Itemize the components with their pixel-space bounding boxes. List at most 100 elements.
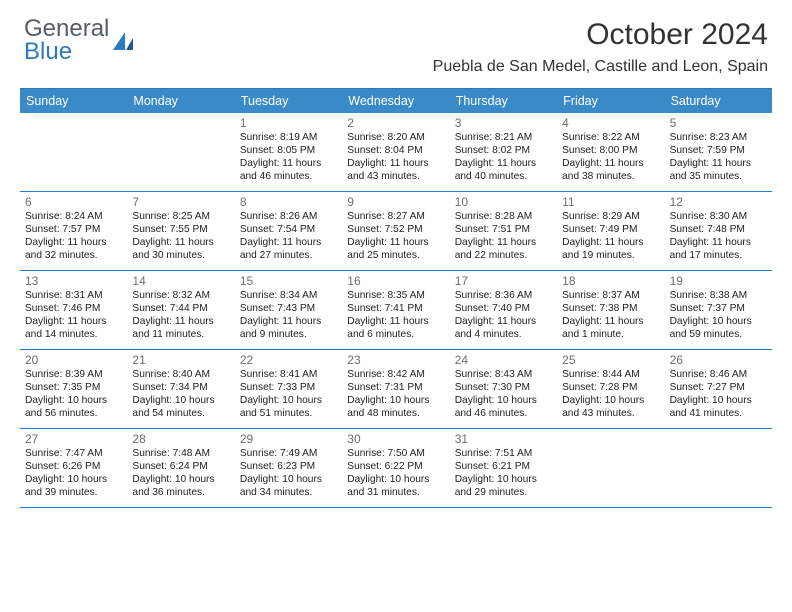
- day-number: 8: [240, 195, 337, 209]
- calendar-cell: 17Sunrise: 8:36 AMSunset: 7:40 PMDayligh…: [450, 271, 557, 349]
- sunrise-line: Sunrise: 8:38 AM: [670, 289, 767, 302]
- calendar-cell: 3Sunrise: 8:21 AMSunset: 8:02 PMDaylight…: [450, 113, 557, 191]
- daylight-line: Daylight: 11 hours and 14 minutes.: [25, 315, 122, 341]
- day-number: 28: [132, 432, 229, 446]
- calendar-cell: 11Sunrise: 8:29 AMSunset: 7:49 PMDayligh…: [557, 192, 664, 270]
- sunrise-line: Sunrise: 8:40 AM: [132, 368, 229, 381]
- day-number: 14: [132, 274, 229, 288]
- calendar-cell: [20, 113, 127, 191]
- day-number: 12: [670, 195, 767, 209]
- sunset-line: Sunset: 7:28 PM: [562, 381, 659, 394]
- sunrise-line: Sunrise: 8:36 AM: [455, 289, 552, 302]
- daylight-line: Daylight: 10 hours and 36 minutes.: [132, 473, 229, 499]
- sunset-line: Sunset: 7:43 PM: [240, 302, 337, 315]
- day-number: 6: [25, 195, 122, 209]
- sunrise-line: Sunrise: 8:26 AM: [240, 210, 337, 223]
- sunset-line: Sunset: 7:34 PM: [132, 381, 229, 394]
- daylight-line: Daylight: 11 hours and 30 minutes.: [132, 236, 229, 262]
- calendar-cell: 13Sunrise: 8:31 AMSunset: 7:46 PMDayligh…: [20, 271, 127, 349]
- sunrise-line: Sunrise: 7:47 AM: [25, 447, 122, 460]
- day-number: 29: [240, 432, 337, 446]
- calendar-cell: 10Sunrise: 8:28 AMSunset: 7:51 PMDayligh…: [450, 192, 557, 270]
- daylight-line: Daylight: 10 hours and 34 minutes.: [240, 473, 337, 499]
- calendar-cell: 14Sunrise: 8:32 AMSunset: 7:44 PMDayligh…: [127, 271, 234, 349]
- sunset-line: Sunset: 7:52 PM: [347, 223, 444, 236]
- day-number: 13: [25, 274, 122, 288]
- sunset-line: Sunset: 7:35 PM: [25, 381, 122, 394]
- sunset-line: Sunset: 7:48 PM: [670, 223, 767, 236]
- sunrise-line: Sunrise: 8:27 AM: [347, 210, 444, 223]
- calendar-cell: 16Sunrise: 8:35 AMSunset: 7:41 PMDayligh…: [342, 271, 449, 349]
- sunset-line: Sunset: 7:54 PM: [240, 223, 337, 236]
- sunrise-line: Sunrise: 8:22 AM: [562, 131, 659, 144]
- daylight-line: Daylight: 11 hours and 11 minutes.: [132, 315, 229, 341]
- calendar-cell: 6Sunrise: 8:24 AMSunset: 7:57 PMDaylight…: [20, 192, 127, 270]
- day-number: 24: [455, 353, 552, 367]
- logo-line2: Blue: [24, 41, 109, 64]
- sunrise-line: Sunrise: 8:28 AM: [455, 210, 552, 223]
- day-number: 31: [455, 432, 552, 446]
- sunrise-line: Sunrise: 8:21 AM: [455, 131, 552, 144]
- daylight-line: Daylight: 11 hours and 9 minutes.: [240, 315, 337, 341]
- month-title: October 2024: [433, 18, 768, 52]
- calendar-cell: 24Sunrise: 8:43 AMSunset: 7:30 PMDayligh…: [450, 350, 557, 428]
- calendar-cell: [557, 429, 664, 507]
- daylight-line: Daylight: 11 hours and 32 minutes.: [25, 236, 122, 262]
- day-number: 10: [455, 195, 552, 209]
- week-row: 13Sunrise: 8:31 AMSunset: 7:46 PMDayligh…: [20, 271, 772, 350]
- daylight-line: Daylight: 10 hours and 31 minutes.: [347, 473, 444, 499]
- sunset-line: Sunset: 7:33 PM: [240, 381, 337, 394]
- sunset-line: Sunset: 8:04 PM: [347, 144, 444, 157]
- sunrise-line: Sunrise: 8:46 AM: [670, 368, 767, 381]
- sunset-line: Sunset: 7:31 PM: [347, 381, 444, 394]
- sunset-line: Sunset: 7:46 PM: [25, 302, 122, 315]
- week-row: 27Sunrise: 7:47 AMSunset: 6:26 PMDayligh…: [20, 429, 772, 508]
- day-number: 11: [562, 195, 659, 209]
- calendar-cell: 15Sunrise: 8:34 AMSunset: 7:43 PMDayligh…: [235, 271, 342, 349]
- daylight-line: Daylight: 10 hours and 51 minutes.: [240, 394, 337, 420]
- sunrise-line: Sunrise: 8:39 AM: [25, 368, 122, 381]
- logo-sail-icon: [111, 30, 135, 52]
- sunset-line: Sunset: 6:22 PM: [347, 460, 444, 473]
- daylight-line: Daylight: 10 hours and 56 minutes.: [25, 394, 122, 420]
- daylight-line: Daylight: 10 hours and 29 minutes.: [455, 473, 552, 499]
- day-header: Wednesday: [342, 89, 449, 113]
- sunset-line: Sunset: 7:37 PM: [670, 302, 767, 315]
- day-number: 2: [347, 116, 444, 130]
- calendar-cell: 5Sunrise: 8:23 AMSunset: 7:59 PMDaylight…: [665, 113, 772, 191]
- calendar-cell: 7Sunrise: 8:25 AMSunset: 7:55 PMDaylight…: [127, 192, 234, 270]
- sunset-line: Sunset: 7:38 PM: [562, 302, 659, 315]
- daylight-line: Daylight: 11 hours and 4 minutes.: [455, 315, 552, 341]
- daylight-line: Daylight: 11 hours and 43 minutes.: [347, 157, 444, 183]
- week-row: 6Sunrise: 8:24 AMSunset: 7:57 PMDaylight…: [20, 192, 772, 271]
- day-number: 7: [132, 195, 229, 209]
- daylight-line: Daylight: 10 hours and 39 minutes.: [25, 473, 122, 499]
- sunset-line: Sunset: 8:05 PM: [240, 144, 337, 157]
- sunrise-line: Sunrise: 8:37 AM: [562, 289, 659, 302]
- calendar-cell: 19Sunrise: 8:38 AMSunset: 7:37 PMDayligh…: [665, 271, 772, 349]
- day-number: 1: [240, 116, 337, 130]
- logo: General Blue: [24, 18, 135, 64]
- sunrise-line: Sunrise: 7:50 AM: [347, 447, 444, 460]
- calendar-cell: [127, 113, 234, 191]
- daylight-line: Daylight: 11 hours and 6 minutes.: [347, 315, 444, 341]
- sunrise-line: Sunrise: 7:48 AM: [132, 447, 229, 460]
- day-number: 25: [562, 353, 659, 367]
- day-number: 5: [670, 116, 767, 130]
- daylight-line: Daylight: 10 hours and 54 minutes.: [132, 394, 229, 420]
- sunrise-line: Sunrise: 8:24 AM: [25, 210, 122, 223]
- sunset-line: Sunset: 6:26 PM: [25, 460, 122, 473]
- calendar-cell: 2Sunrise: 8:20 AMSunset: 8:04 PMDaylight…: [342, 113, 449, 191]
- header: General Blue October 2024 Puebla de San …: [0, 0, 792, 80]
- sunrise-line: Sunrise: 8:31 AM: [25, 289, 122, 302]
- sunrise-line: Sunrise: 8:42 AM: [347, 368, 444, 381]
- day-header: Friday: [557, 89, 664, 113]
- sunrise-line: Sunrise: 8:30 AM: [670, 210, 767, 223]
- sunrise-line: Sunrise: 8:19 AM: [240, 131, 337, 144]
- sunrise-line: Sunrise: 8:20 AM: [347, 131, 444, 144]
- calendar-cell: 29Sunrise: 7:49 AMSunset: 6:23 PMDayligh…: [235, 429, 342, 507]
- sunset-line: Sunset: 6:24 PM: [132, 460, 229, 473]
- calendar-cell: 1Sunrise: 8:19 AMSunset: 8:05 PMDaylight…: [235, 113, 342, 191]
- day-number: 27: [25, 432, 122, 446]
- day-number: 17: [455, 274, 552, 288]
